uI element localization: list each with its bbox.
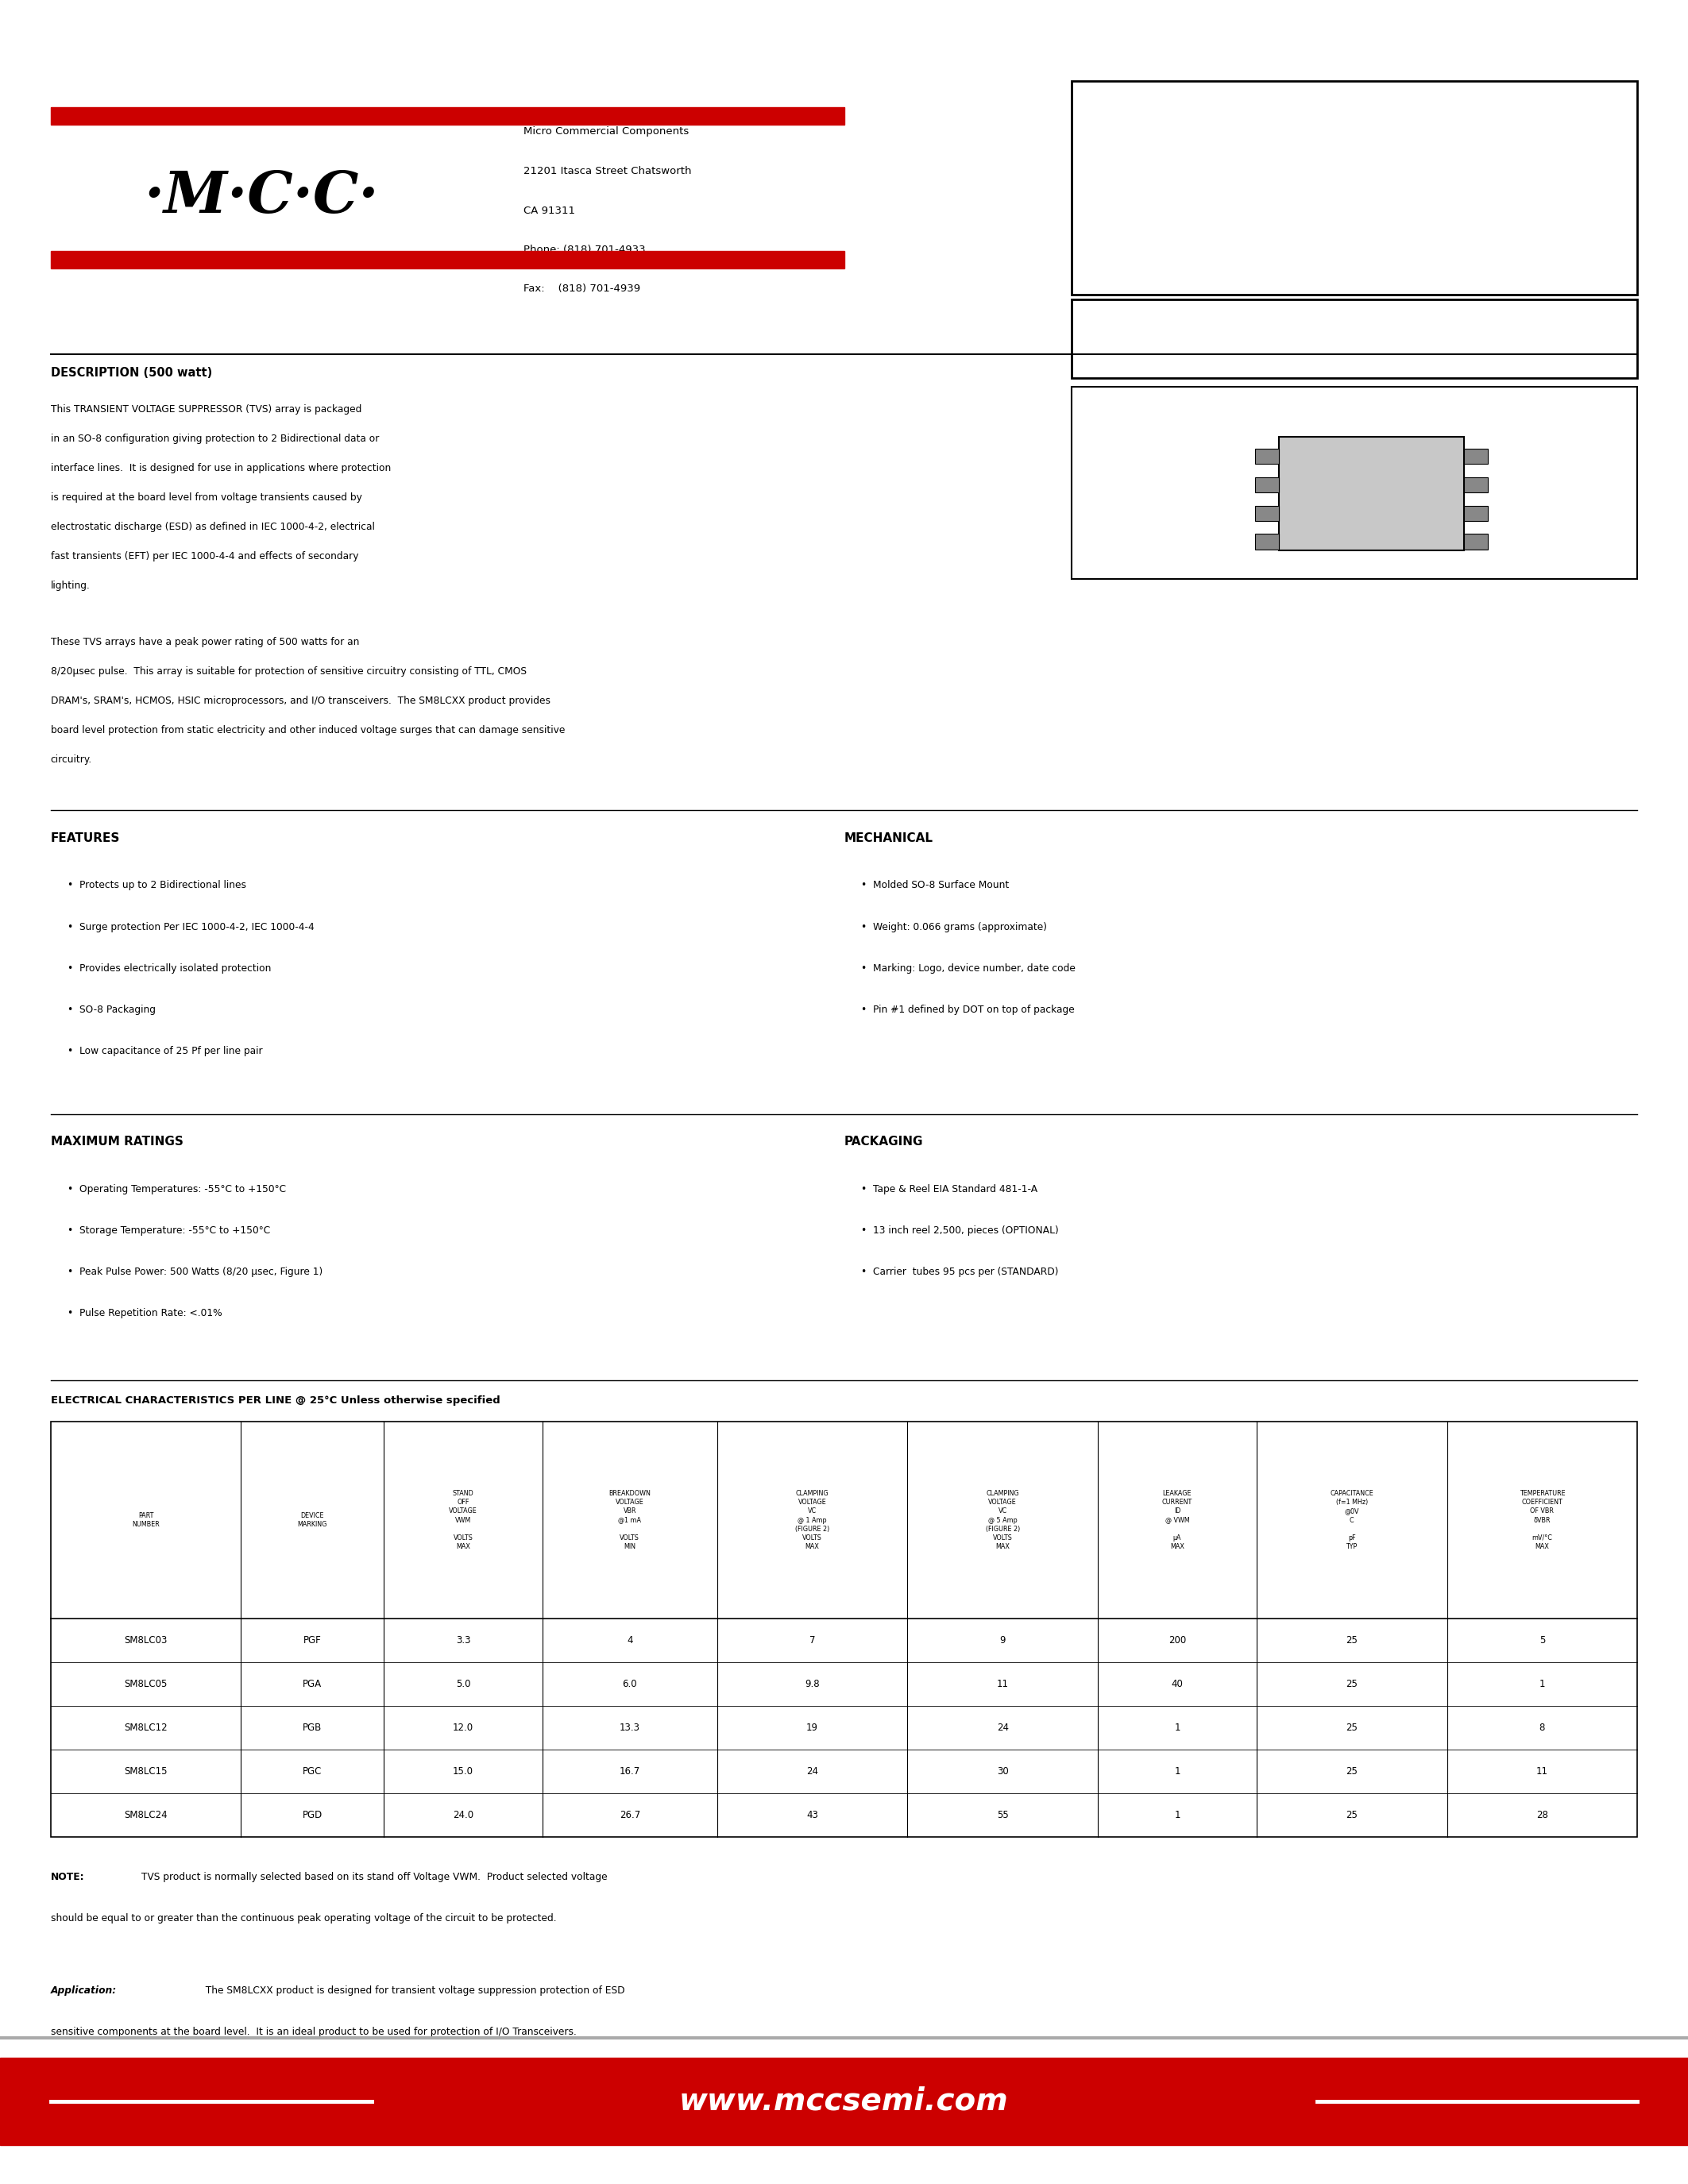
Text: •  Marking: Logo, device number, date code: • Marking: Logo, device number, date cod… (861, 963, 1075, 974)
Text: •  SO-8 Packaging: • SO-8 Packaging (68, 1005, 155, 1016)
Text: •  Operating Temperatures: -55°C to +150°C: • Operating Temperatures: -55°C to +150°… (68, 1184, 285, 1195)
Text: THRU: THRU (1320, 164, 1389, 186)
Text: Phone: (818) 701-4933: Phone: (818) 701-4933 (523, 245, 645, 256)
Text: PACKAGING: PACKAGING (844, 1136, 923, 1147)
Text: CAPACITANCE
(f=1 MHz)
@0V
C

pF
TYP: CAPACITANCE (f=1 MHz) @0V C pF TYP (1330, 1489, 1374, 1551)
Text: BREAKDOWN
VOLTAGE
VBR
@1 mA

VOLTS
MIN: BREAKDOWN VOLTAGE VBR @1 mA VOLTS MIN (609, 1489, 652, 1551)
Text: •  Surge protection Per IEC 1000-4-2, IEC 1000-4-4: • Surge protection Per IEC 1000-4-2, IEC… (68, 922, 314, 933)
Text: MAXIMUM RATINGS: MAXIMUM RATINGS (51, 1136, 184, 1147)
Text: 43: 43 (807, 1811, 819, 1819)
Text: Micro Commercial Components: Micro Commercial Components (523, 127, 689, 138)
Text: PGB: PGB (302, 1723, 322, 1732)
Text: SM8LC12: SM8LC12 (125, 1723, 167, 1732)
Text: •  Storage Temperature: -55°C to +150°C: • Storage Temperature: -55°C to +150°C (68, 1225, 270, 1236)
Text: 11: 11 (1536, 1767, 1548, 1776)
Text: SM8LC03: SM8LC03 (1291, 96, 1418, 120)
Text: ELECTRICAL CHARACTERISTICS PER LINE @ 25°C Unless otherwise specified: ELECTRICAL CHARACTERISTICS PER LINE @ 25… (51, 1396, 500, 1406)
Text: CLAMPING
VOLTAGE
VC
@ 5 Amp
(FIGURE 2)
VOLTS
MAX: CLAMPING VOLTAGE VC @ 5 Amp (FIGURE 2) V… (986, 1489, 1020, 1551)
Text: 25: 25 (1345, 1811, 1357, 1819)
Text: 3.3: 3.3 (456, 1636, 471, 1645)
Text: 24: 24 (996, 1723, 1009, 1732)
Text: 25: 25 (1345, 1767, 1357, 1776)
Text: DRAM's, SRAM's, HCMOS, HSIC microprocessors, and I/O transceivers.  The SM8LCXX : DRAM's, SRAM's, HCMOS, HSIC microprocess… (51, 697, 550, 705)
Text: SM8LC15: SM8LC15 (125, 1767, 167, 1776)
Text: 25: 25 (1345, 1636, 1357, 1645)
Text: PART
NUMBER: PART NUMBER (132, 1511, 160, 1529)
Text: 5.0: 5.0 (456, 1679, 471, 1688)
Text: 9.8: 9.8 (805, 1679, 820, 1688)
Text: 24: 24 (807, 1767, 819, 1776)
Text: 4: 4 (626, 1636, 633, 1645)
Text: 40: 40 (1171, 1679, 1183, 1688)
Text: 25: 25 (1345, 1679, 1357, 1688)
Text: SM8LC03: SM8LC03 (125, 1636, 167, 1645)
Bar (1280, 437, 1465, 550)
Text: •  Molded SO-8 Surface Mount: • Molded SO-8 Surface Mount (861, 880, 1009, 891)
Bar (1254, 535, 1280, 550)
Text: 8/20μsec pulse.  This array is suitable for protection of sensitive circuitry co: 8/20μsec pulse. This array is suitable f… (51, 666, 527, 677)
Text: 200: 200 (1168, 1636, 1187, 1645)
Text: ·M·C·C·: ·M·C·C· (143, 168, 380, 225)
Text: 5: 5 (1539, 1636, 1545, 1645)
Text: 55: 55 (998, 1811, 1008, 1819)
Text: •  Provides electrically isolated protection: • Provides electrically isolated protect… (68, 963, 272, 974)
Text: •  Low capacitance of 25 Pf per line pair: • Low capacitance of 25 Pf per line pair (68, 1046, 263, 1057)
Text: 13.3: 13.3 (619, 1723, 640, 1732)
Text: This TRANSIENT VOLTAGE SUPPRESSOR (TVS) array is packaged: This TRANSIENT VOLTAGE SUPPRESSOR (TVS) … (51, 404, 361, 415)
Text: •  Protects up to 2 Bidirectional lines: • Protects up to 2 Bidirectional lines (68, 880, 246, 891)
Text: 24.0: 24.0 (452, 1811, 474, 1819)
Text: DEVICE
MARKING: DEVICE MARKING (297, 1511, 327, 1529)
Text: 19: 19 (807, 1723, 819, 1732)
Text: TVSarray™ Series: TVSarray™ Series (1283, 332, 1426, 345)
Text: TEMPERATURE
COEFFICIENT
OF VBR
δVBR

mV/°C
MAX: TEMPERATURE COEFFICIENT OF VBR δVBR mV/°… (1519, 1489, 1565, 1551)
Text: www.mccsemi.com: www.mccsemi.com (679, 2086, 1009, 2116)
Bar (1072, 81, 1637, 295)
Text: sensitive components at the board level.  It is an ideal product to be used for : sensitive components at the board level.… (51, 2027, 576, 2038)
Text: SM8LC24: SM8LC24 (125, 1811, 167, 1819)
Text: 1: 1 (1175, 1767, 1180, 1776)
Bar (1072, 387, 1637, 579)
Text: These TVS arrays have a peak power rating of 500 watts for an: These TVS arrays have a peak power ratin… (51, 638, 360, 646)
Text: SM8LC05: SM8LC05 (125, 1679, 167, 1688)
Text: MECHANICAL: MECHANICAL (844, 832, 933, 843)
Bar (1465, 448, 1489, 463)
Text: LEAKAGE
CURRENT
ID
@ VWM

μA
MAX: LEAKAGE CURRENT ID @ VWM μA MAX (1161, 1489, 1192, 1551)
Text: 21201 Itasca Street Chatsworth: 21201 Itasca Street Chatsworth (523, 166, 692, 177)
Text: 15.0: 15.0 (452, 1767, 474, 1776)
Text: CLAMPING
VOLTAGE
VC
@ 1 Amp
(FIGURE 2)
VOLTS
MAX: CLAMPING VOLTAGE VC @ 1 Amp (FIGURE 2) V… (795, 1489, 829, 1551)
Bar (51, 1422, 1637, 1837)
Text: •  Peak Pulse Power: 500 Watts (8/20 μsec, Figure 1): • Peak Pulse Power: 500 Watts (8/20 μsec… (68, 1267, 322, 1278)
Text: 11: 11 (996, 1679, 1009, 1688)
Text: CA 91311: CA 91311 (523, 205, 576, 216)
Bar (1072, 299, 1637, 378)
Text: •  Pin #1 defined by DOT on top of package: • Pin #1 defined by DOT on top of packag… (861, 1005, 1074, 1016)
Text: electrostatic discharge (ESD) as defined in IEC 1000-4-2, electrical: electrostatic discharge (ESD) as defined… (51, 522, 375, 533)
Text: is required at the board level from voltage transients caused by: is required at the board level from volt… (51, 494, 361, 502)
Text: STAND
OFF
VOLTAGE
VWM

VOLTS
MAX: STAND OFF VOLTAGE VWM VOLTS MAX (449, 1489, 478, 1551)
Text: 16.7: 16.7 (619, 1767, 640, 1776)
Text: 28: 28 (1536, 1811, 1548, 1819)
Text: PGF: PGF (304, 1636, 321, 1645)
Text: FEATURES: FEATURES (51, 832, 120, 843)
Text: circuitry.: circuitry. (51, 756, 93, 764)
Text: SM8LC24: SM8LC24 (1291, 223, 1418, 247)
Text: 1: 1 (1175, 1723, 1180, 1732)
Text: 30: 30 (998, 1767, 1008, 1776)
Text: •  Carrier  tubes 95 pcs per (STANDARD): • Carrier tubes 95 pcs per (STANDARD) (861, 1267, 1058, 1278)
Text: in an SO-8 configuration giving protection to 2 Bidirectional data or: in an SO-8 configuration giving protecti… (51, 432, 380, 443)
Text: 25: 25 (1345, 1723, 1357, 1732)
Text: •  Tape & Reel EIA Standard 481-1-A: • Tape & Reel EIA Standard 481-1-A (861, 1184, 1038, 1195)
Text: The SM8LCXX product is designed for transient voltage suppression protection of : The SM8LCXX product is designed for tran… (199, 1985, 625, 1996)
Bar (1254, 478, 1280, 494)
Text: 6.0: 6.0 (623, 1679, 636, 1688)
Text: 8: 8 (1539, 1723, 1545, 1732)
Text: PGA: PGA (302, 1679, 322, 1688)
Text: 1: 1 (1175, 1811, 1180, 1819)
Text: board level protection from static electricity and other induced voltage surges : board level protection from static elect… (51, 725, 565, 736)
Bar (0, 2057, 1688, 2145)
Text: interface lines.  It is designed for use in applications where protection: interface lines. It is designed for use … (51, 463, 392, 474)
Text: 7: 7 (809, 1636, 815, 1645)
Text: lighting.: lighting. (51, 581, 89, 592)
Text: DESCRIPTION (500 watt): DESCRIPTION (500 watt) (51, 367, 213, 378)
Bar (51, 107, 844, 124)
